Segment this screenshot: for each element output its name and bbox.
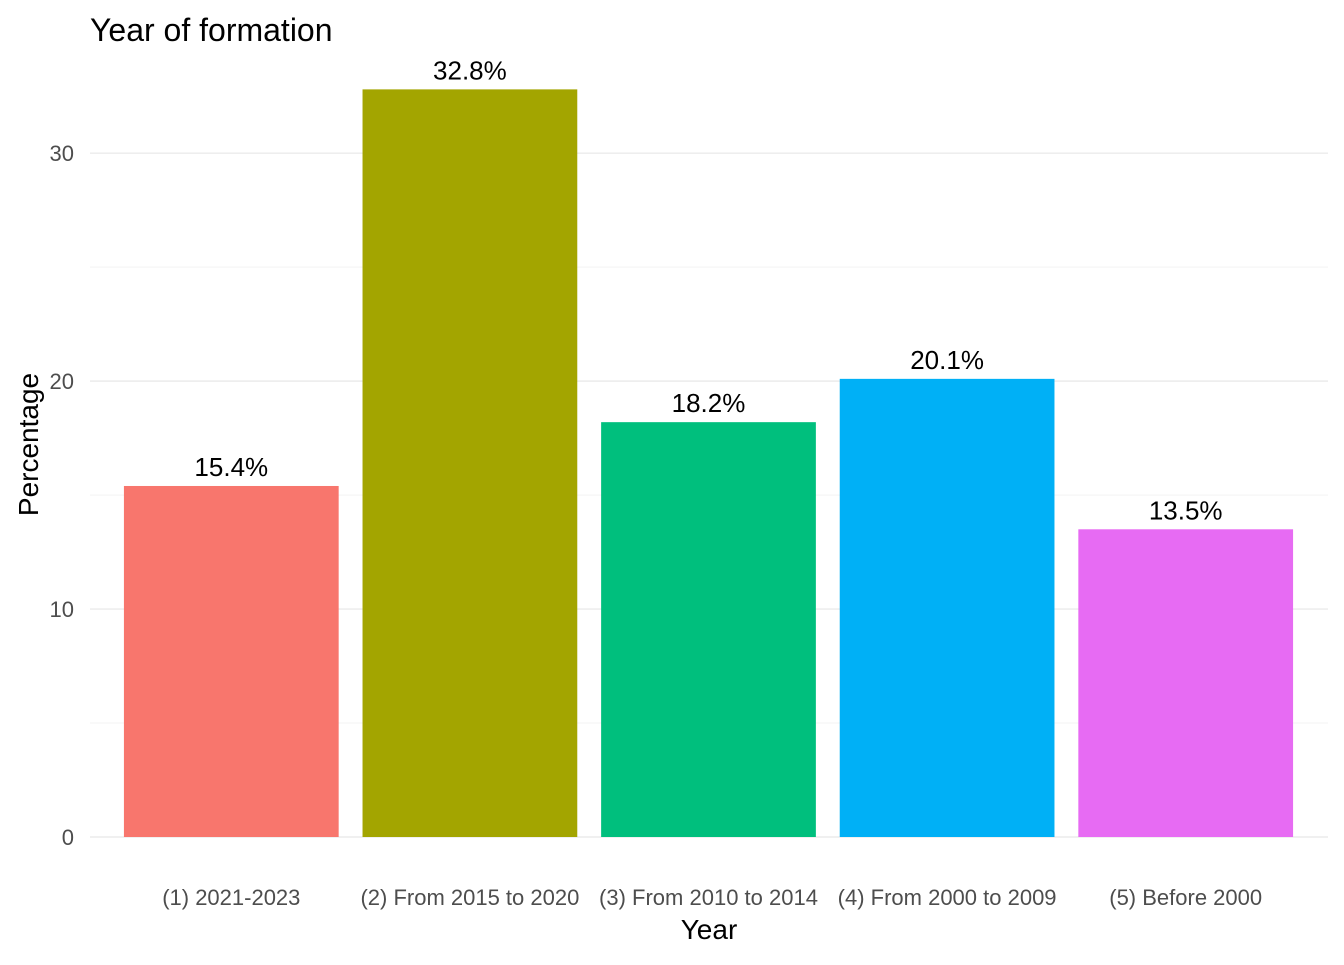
- data-label-2: 32.8%: [433, 55, 507, 85]
- data-label-5: 13.5%: [1149, 495, 1223, 525]
- x-axis-title: Year: [681, 914, 738, 945]
- y-axis-title: Percentage: [13, 373, 44, 516]
- data-label-3: 18.2%: [672, 388, 746, 418]
- bar-1: [123, 485, 339, 837]
- bar-3: [601, 422, 816, 837]
- y-tick-label: 10: [50, 597, 74, 622]
- bars: [123, 89, 1294, 837]
- x-tick-label: (1) 2021-2023: [162, 885, 300, 910]
- x-tick-label: (4) From 2000 to 2009: [838, 885, 1057, 910]
- x-axis-ticks: (1) 2021-2023 (2) From 2015 to 2020 (3) Fr…: [162, 885, 1262, 910]
- bar-2: [362, 89, 578, 837]
- y-tick-label: 30: [50, 141, 74, 166]
- x-tick-label: (2) From 2015 to 2020: [360, 885, 579, 910]
- data-labels: 15.4% 32.8% 18.2% 20.1% 13.5%: [194, 55, 1222, 525]
- y-tick-label: 20: [50, 369, 74, 394]
- y-tick-label: 0: [62, 825, 74, 850]
- x-tick-label: (5) Before 2000: [1109, 885, 1262, 910]
- y-axis-ticks: 0 10 20 30: [50, 141, 74, 850]
- x-tick-label: (3) From 2010 to 2014: [599, 885, 818, 910]
- bar-5: [1078, 529, 1294, 837]
- data-label-4: 20.1%: [910, 345, 984, 375]
- data-label-1: 15.4%: [194, 452, 268, 482]
- chart-title: Year of formation: [90, 12, 333, 48]
- bar-4: [839, 378, 1055, 837]
